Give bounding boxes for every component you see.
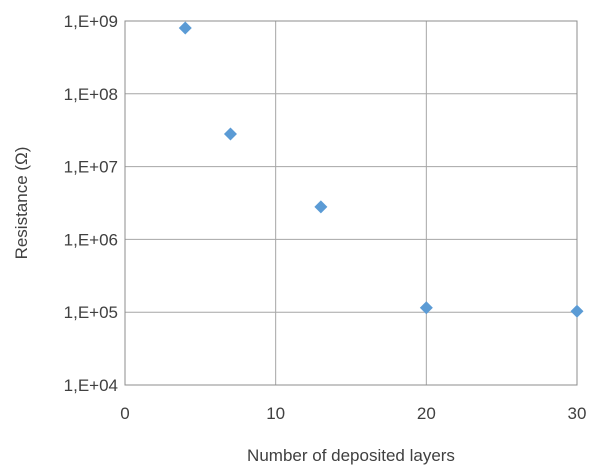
tick-labels: 0 10 20 30 1,E+04 1,E+05 1,E+06 1,E+07 1,E+08 1,E… — [64, 12, 587, 423]
data-point — [223, 127, 237, 141]
data-point — [419, 301, 433, 315]
y-tick-label: 1,E+04 — [64, 376, 118, 395]
x-tick-label: 20 — [417, 404, 436, 423]
x-tick-label: 10 — [266, 404, 285, 423]
plot-area-frame — [124, 20, 578, 386]
data-point — [570, 304, 584, 318]
y-tick-label: 1,E+05 — [64, 303, 118, 322]
data-point — [178, 21, 192, 35]
y-tick-label: 1,E+09 — [64, 12, 118, 31]
x-tick-label: 0 — [120, 404, 129, 423]
y-tick-label: 1,E+06 — [64, 230, 118, 249]
y-axis-title: Resistance (Ω) — [12, 147, 31, 260]
data-point — [314, 200, 328, 214]
y-tick-label: 1,E+08 — [64, 85, 118, 104]
data-points — [178, 21, 584, 318]
gridlines — [125, 21, 577, 385]
y-tick-label: 1,E+07 — [64, 158, 118, 177]
x-axis-title: Number of deposited layers — [247, 446, 455, 465]
x-tick-label: 30 — [568, 404, 587, 423]
